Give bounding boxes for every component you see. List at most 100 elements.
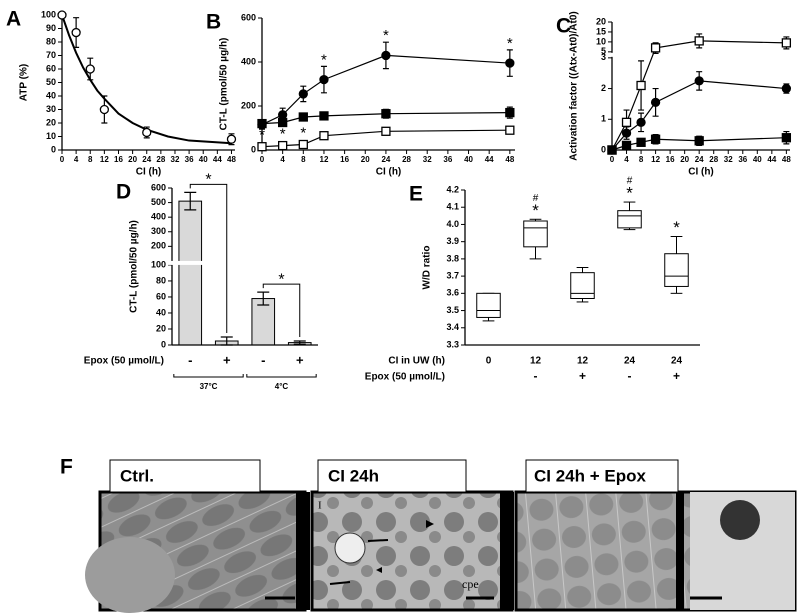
series-line [611, 40, 787, 151]
data-point [298, 112, 308, 122]
nucleus [85, 537, 175, 613]
annotation: * [300, 124, 306, 141]
y-axis-label: Activation factor ((Atx-At0)/At0) [569, 11, 580, 160]
y-tick-label: 20 [596, 16, 606, 26]
error-bar [293, 340, 306, 345]
x-tick-label: 24 [142, 155, 151, 164]
x-tick-label: + [223, 352, 231, 367]
data-point [621, 140, 632, 151]
panel-letter: D [116, 181, 131, 204]
vacuole [334, 532, 366, 564]
x-tick-label: 4 [280, 155, 285, 164]
arrowhead [426, 520, 434, 528]
row-label: Epox (50 µmol/L) [365, 372, 445, 383]
y-tick-label: 5 [601, 46, 606, 56]
data-point [319, 74, 329, 85]
x-tick-label: + [579, 369, 586, 383]
annotation: * [280, 126, 286, 143]
row-label: Epox (50 µmol/L) [84, 356, 164, 367]
box [523, 220, 548, 248]
y-tick-label: 300 [151, 226, 166, 236]
y-tick-label: 20 [156, 323, 166, 333]
y-tick-label: 70 [46, 50, 56, 60]
film-edge [296, 492, 310, 610]
error-bar [184, 191, 197, 211]
group-bracket [173, 374, 244, 378]
x-tick-label: 24 [381, 155, 390, 164]
box [476, 292, 501, 318]
x-tick-label: 20 [680, 155, 689, 164]
panel-letter: A [6, 8, 21, 31]
y-tick-label: 80 [46, 36, 56, 46]
data-point [505, 58, 515, 68]
label-box [109, 459, 261, 493]
y-tick-label: 0 [251, 144, 256, 154]
micrograph-label: CI 24h + Epox [534, 466, 646, 485]
annotation: # [627, 176, 633, 187]
arrow [367, 539, 389, 542]
x-tick-label: 24 [624, 356, 636, 367]
y-tick-label: 15 [596, 26, 606, 36]
data-point [781, 133, 792, 143]
y-tick-label: 4.0 [446, 219, 459, 229]
y-tick-label: 50 [46, 77, 56, 87]
x-tick-label: 44 [213, 155, 222, 164]
x-tick-label: 20 [361, 155, 370, 164]
annotation: cpe [462, 577, 479, 591]
x-tick-label: 32 [423, 155, 432, 164]
annotation: * [626, 184, 633, 203]
data-point [694, 136, 704, 146]
y-axis-label: CT-L (pmol/50 µg/h) [129, 220, 140, 313]
x-tick-label: 16 [340, 155, 349, 164]
data-point [298, 139, 308, 150]
x-tick-label: 28 [402, 155, 411, 164]
annotation: * [383, 27, 389, 44]
y-tick-label: 2 [601, 83, 606, 93]
y-tick-label: 0 [51, 144, 56, 154]
y-tick-label: 600 [151, 182, 166, 192]
x-tick-label: 12 [651, 155, 660, 164]
data-point [636, 137, 646, 147]
axis-break [167, 260, 313, 265]
data-point [694, 76, 704, 86]
y-tick-label: 4.1 [446, 202, 459, 212]
data-point [381, 50, 391, 61]
x-tick-label: 12 [320, 155, 329, 164]
x-tick-label: 0 [260, 155, 265, 164]
comparison-bracket [262, 283, 301, 337]
x-tick-label: 12 [530, 356, 542, 367]
x-tick-label: 24 [671, 356, 683, 367]
data-point [381, 109, 391, 119]
x-tick-label: 36 [185, 155, 194, 164]
annotation: * [278, 271, 284, 288]
x-tick-label: 48 [782, 155, 791, 164]
x-tick-label: 4 [624, 155, 629, 164]
x-tick-label: 8 [301, 155, 306, 164]
film-edge [676, 492, 684, 610]
x-tick-label: 8 [88, 155, 93, 164]
data-point [319, 111, 329, 121]
x-tick-label: 36 [738, 155, 747, 164]
y-tick-label: 200 [241, 100, 256, 110]
y-axis-label: W/D ratio [422, 246, 433, 290]
label-box [317, 459, 467, 493]
y-tick-label: 600 [241, 12, 256, 22]
x-tick-label: - [261, 352, 265, 367]
data-point [226, 134, 237, 144]
data-point [650, 43, 661, 53]
label-box [525, 459, 679, 493]
y-tick-label: 0 [161, 339, 166, 349]
annotation: * [321, 51, 327, 68]
y-tick-label: 40 [156, 307, 166, 317]
data-point [505, 125, 515, 135]
x-tick-label: 44 [767, 155, 776, 164]
y-tick-label: 60 [46, 63, 56, 73]
data-point [636, 117, 646, 128]
y-tick-label: 3.5 [446, 305, 459, 315]
data-point [781, 38, 792, 48]
data-point [607, 145, 617, 155]
y-axis-label: ATP (%) [19, 64, 30, 101]
y-tick-label: 3.3 [446, 339, 459, 349]
x-tick-label: - [188, 352, 192, 367]
micrograph-label: Ctrl. [120, 466, 154, 485]
